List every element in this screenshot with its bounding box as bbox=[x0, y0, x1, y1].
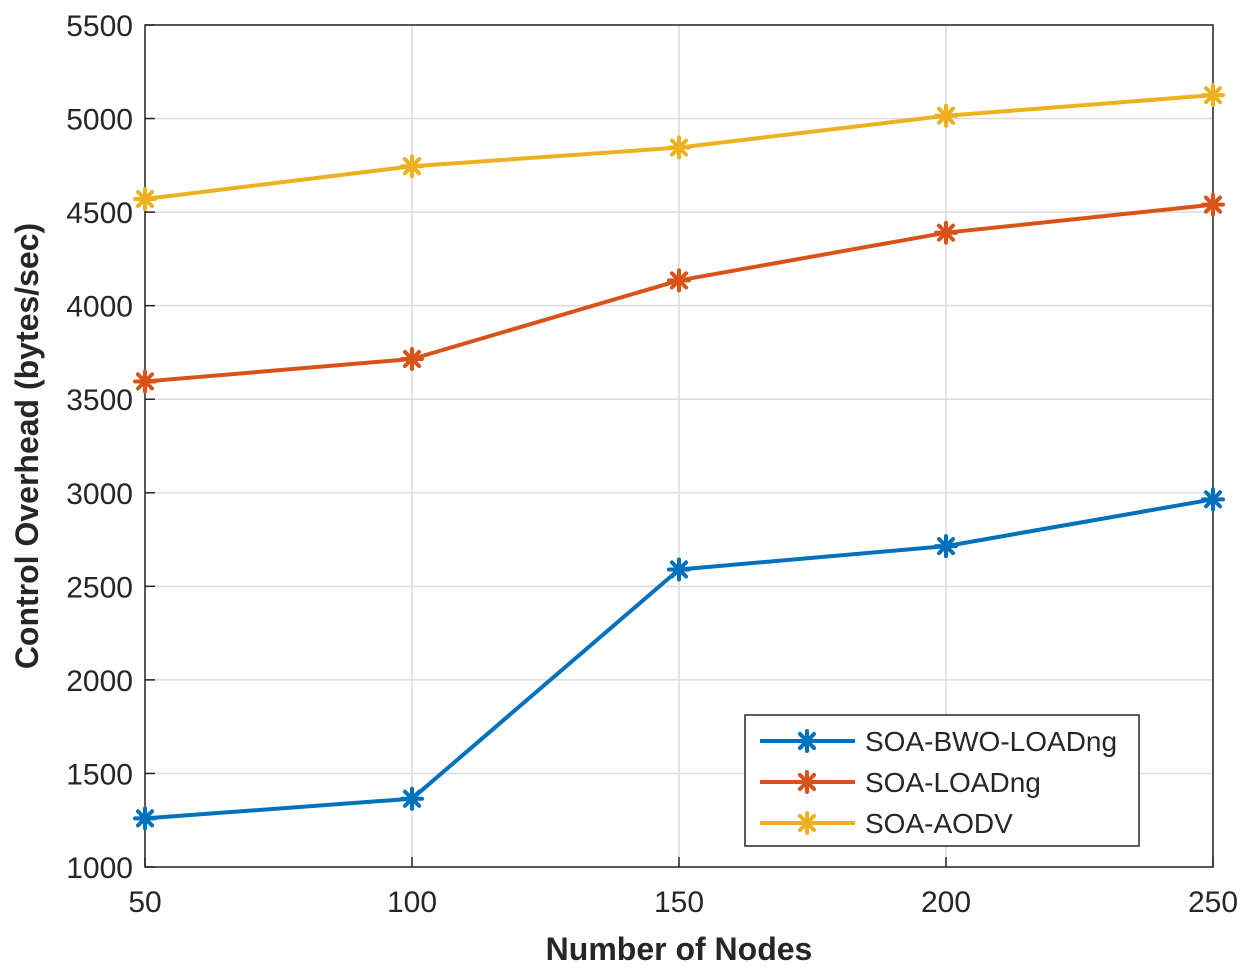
axis-ticks: 50 100 150 200 250 1000 1500 2000 2500 3000 3500 40… bbox=[66, 10, 1238, 919]
marker-stroke bbox=[669, 138, 689, 157]
marker-stroke bbox=[936, 106, 956, 125]
marker-stroke bbox=[135, 189, 155, 209]
series-layer bbox=[133, 83, 1225, 831]
data-point bbox=[667, 135, 691, 160]
marker-stroke bbox=[669, 271, 689, 290]
data-point bbox=[1201, 192, 1225, 217]
legend-marker bbox=[795, 770, 819, 794]
x-tick-label: 150 bbox=[654, 886, 704, 919]
data-point bbox=[133, 369, 157, 394]
x-tick-label: 50 bbox=[128, 886, 161, 919]
data-point bbox=[133, 806, 157, 831]
marker-stroke bbox=[135, 809, 155, 828]
y-tick-label: 3000 bbox=[66, 478, 133, 511]
legend-entry: SOA-AODV bbox=[760, 808, 1013, 839]
y-tick-label: 4500 bbox=[66, 197, 133, 230]
data-point bbox=[934, 220, 958, 245]
data-point bbox=[400, 154, 424, 179]
legend-label: SOA-LOADng bbox=[865, 767, 1041, 798]
x-tick-label: 200 bbox=[921, 886, 971, 919]
y-tick-label: 5500 bbox=[66, 10, 133, 43]
marker-stroke bbox=[669, 560, 689, 579]
marker-stroke bbox=[936, 223, 956, 242]
marker-stroke bbox=[1203, 490, 1223, 509]
marker-stroke bbox=[797, 731, 817, 751]
y-tick-label: 2000 bbox=[66, 665, 133, 698]
data-point bbox=[667, 557, 691, 582]
y-tick-label: 1000 bbox=[66, 852, 133, 885]
data-point bbox=[400, 786, 424, 811]
legend-entry: SOA-BWO-LOADng bbox=[760, 726, 1117, 757]
y-axis-title: Control Overhead (bytes/sec) bbox=[9, 223, 45, 669]
y-tick-label: 3500 bbox=[66, 384, 133, 417]
series-soa-loadng bbox=[133, 192, 1225, 394]
marker-stroke bbox=[1203, 195, 1223, 214]
legend: SOA-BWO-LOADng SOA-LOADng SOA-AODV bbox=[744, 714, 1140, 847]
marker-stroke bbox=[402, 349, 422, 369]
data-point bbox=[400, 346, 424, 371]
data-point bbox=[667, 268, 691, 293]
y-tick-label: 5000 bbox=[66, 104, 133, 137]
data-point bbox=[934, 103, 958, 128]
marker-stroke bbox=[1203, 86, 1223, 105]
legend-label: SOA-AODV bbox=[865, 808, 1013, 839]
x-tick-label: 100 bbox=[387, 886, 437, 919]
data-point bbox=[1201, 487, 1225, 512]
series-soa-bwo-loadng bbox=[133, 487, 1225, 831]
marker-stroke bbox=[797, 813, 817, 833]
y-tick-label: 4000 bbox=[66, 291, 133, 324]
legend-entry: SOA-LOADng bbox=[760, 767, 1041, 798]
legend-marker bbox=[795, 811, 819, 835]
marker-stroke bbox=[797, 772, 817, 792]
series-soa-aodv bbox=[133, 83, 1225, 212]
y-tick-label: 1500 bbox=[66, 758, 133, 791]
marker-stroke bbox=[135, 372, 155, 391]
legend-label: SOA-BWO-LOADng bbox=[865, 726, 1117, 757]
data-point bbox=[934, 534, 958, 559]
x-axis-title: Number of Nodes bbox=[546, 931, 813, 967]
data-point bbox=[133, 187, 157, 212]
marker-stroke bbox=[402, 157, 422, 176]
legend-marker bbox=[795, 729, 819, 753]
marker-stroke bbox=[936, 537, 956, 556]
data-point bbox=[1201, 83, 1225, 108]
y-tick-label: 2500 bbox=[66, 571, 133, 604]
x-tick-label: 250 bbox=[1188, 886, 1238, 919]
marker-stroke bbox=[402, 789, 422, 808]
